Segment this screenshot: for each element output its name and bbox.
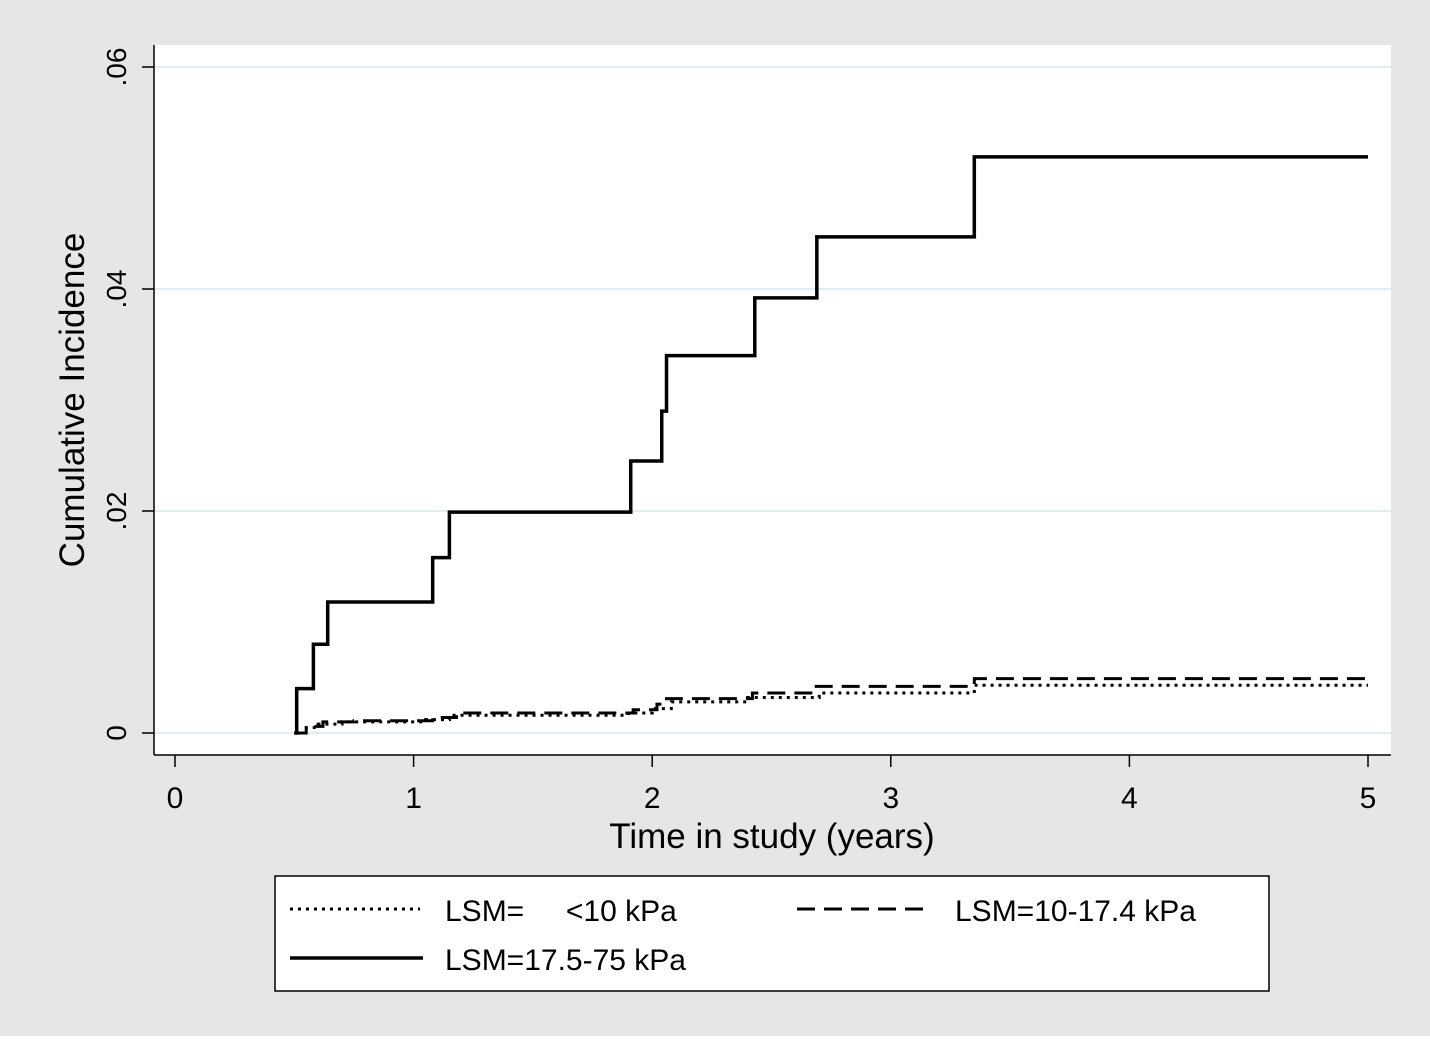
- legend-box: [274, 875, 1270, 992]
- x-tick-label-1: 1: [405, 782, 422, 815]
- y-axis-label: Cumulative Incidence: [53, 233, 92, 568]
- x-axis-ticks: 0 1 2 3 4 5: [167, 755, 1377, 815]
- y-tick-label-2: .04: [101, 270, 132, 309]
- legend-label-2: LSM=17.5-75 kPa: [445, 944, 686, 977]
- legend-label-0: LSM= <10 kPa: [445, 895, 677, 928]
- x-tick-label-5: 5: [1360, 782, 1377, 815]
- legend-label-1: LSM=10-17.4 kPa: [955, 895, 1196, 928]
- x-axis-label: Time in study (years): [609, 817, 934, 856]
- series-group: [294, 155, 1368, 735]
- series-line-2: [294, 155, 1368, 735]
- y-tick-label-0: 0: [101, 725, 132, 741]
- legend: LSM= <10 kPa LSM=10-17.4 kPa LSM=17.5-75 k…: [290, 895, 1196, 977]
- plot-area: [154, 45, 1391, 755]
- y-tick-label-1: .02: [101, 492, 132, 531]
- x-tick-label-3: 3: [882, 782, 899, 815]
- x-tick-label-0: 0: [167, 782, 184, 815]
- gridlines: [155, 66, 1391, 734]
- x-tick-label-2: 2: [644, 782, 661, 815]
- x-tick-label-4: 4: [1121, 782, 1138, 815]
- y-tick-label-3: .06: [101, 48, 132, 87]
- y-axis-ticks: 0 .02 .04 .06: [101, 48, 154, 741]
- series-line-1: [294, 677, 1368, 735]
